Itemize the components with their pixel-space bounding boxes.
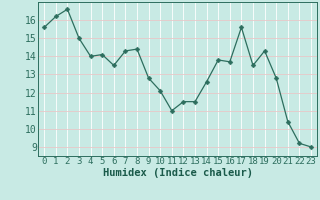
X-axis label: Humidex (Indice chaleur): Humidex (Indice chaleur) (103, 168, 252, 178)
